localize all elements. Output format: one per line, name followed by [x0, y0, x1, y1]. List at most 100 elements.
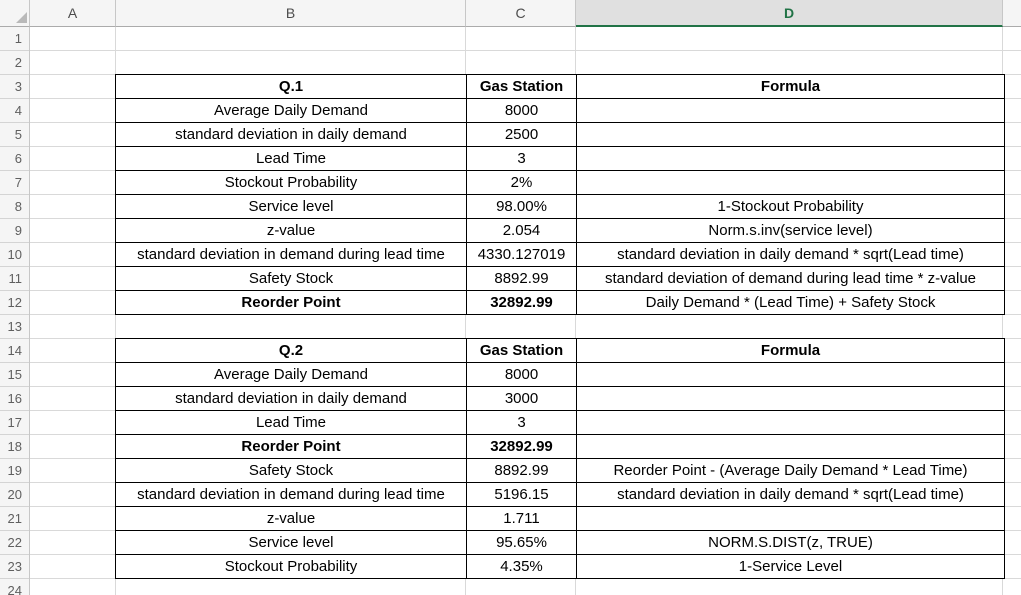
cell-q2-title[interactable]: Q.2 — [115, 338, 467, 363]
cell-value[interactable]: 4.35% — [466, 554, 577, 579]
cell-formula[interactable] — [576, 506, 1005, 531]
table-row: Lead Time 3 — [115, 410, 1005, 435]
row-header-3[interactable]: 3 — [0, 75, 29, 99]
column-header-bar: A B C D — [0, 0, 1021, 27]
column-header-e-partial[interactable] — [1003, 0, 1021, 27]
column-header-b[interactable]: B — [116, 0, 466, 27]
cell-formula[interactable] — [576, 98, 1005, 123]
row-header-21[interactable]: 21 — [0, 507, 29, 531]
cell-formula[interactable]: Daily Demand * (Lead Time) + Safety Stoc… — [576, 290, 1005, 315]
cell-value[interactable]: 1.711 — [466, 506, 577, 531]
cell-formula[interactable]: standard deviation in daily demand * sqr… — [576, 242, 1005, 267]
cell-label[interactable]: standard deviation in daily demand — [115, 386, 467, 411]
cell-q2-formula-header[interactable]: Formula — [576, 338, 1005, 363]
cell-value[interactable]: 3 — [466, 410, 577, 435]
cell-formula[interactable]: standard deviation in daily demand * sqr… — [576, 482, 1005, 507]
row-header-4[interactable]: 4 — [0, 99, 29, 123]
cell-value[interactable]: 95.65% — [466, 530, 577, 555]
row-header-20[interactable]: 20 — [0, 483, 29, 507]
column-header-c[interactable]: C — [466, 0, 576, 27]
cell-value[interactable]: 4330.127019 — [466, 242, 577, 267]
row-header-13[interactable]: 13 — [0, 315, 29, 339]
table-row: Safety Stock 8892.99 standard deviation … — [115, 266, 1005, 291]
cell-formula[interactable] — [576, 434, 1005, 459]
row-header-5[interactable]: 5 — [0, 123, 29, 147]
cell-formula[interactable]: 1-Service Level — [576, 554, 1005, 579]
table-row: Lead Time 3 — [115, 146, 1005, 171]
cell-label[interactable]: standard deviation in demand during lead… — [115, 242, 467, 267]
cell-formula[interactable] — [576, 362, 1005, 387]
cell-formula[interactable]: NORM.S.DIST(z, TRUE) — [576, 530, 1005, 555]
column-header-a[interactable]: A — [30, 0, 116, 27]
cell-label[interactable]: Average Daily Demand — [115, 362, 467, 387]
q2-table: Q.2 Gas Station Formula Average Daily De… — [115, 338, 1005, 579]
cell-label[interactable]: z-value — [115, 506, 467, 531]
row-header-23[interactable]: 23 — [0, 555, 29, 579]
cell-label[interactable]: Reorder Point — [115, 434, 467, 459]
row-header-16[interactable]: 16 — [0, 387, 29, 411]
cell-label[interactable]: standard deviation in demand during lead… — [115, 482, 467, 507]
row-header-24[interactable]: 24 — [0, 579, 29, 595]
row-header-1[interactable]: 1 — [0, 27, 29, 51]
table-row: z-value 2.054 Norm.s.inv(service level) — [115, 218, 1005, 243]
cell-q1-title[interactable]: Q.1 — [115, 74, 467, 99]
row-header-12[interactable]: 12 — [0, 291, 29, 315]
cell-label[interactable]: Safety Stock — [115, 458, 467, 483]
cell-label[interactable]: Average Daily Demand — [115, 98, 467, 123]
select-all-button[interactable] — [0, 0, 30, 27]
cell-value[interactable]: 2500 — [466, 122, 577, 147]
cell-value[interactable]: 32892.99 — [466, 290, 577, 315]
row-header-6[interactable]: 6 — [0, 147, 29, 171]
cell-label[interactable]: Lead Time — [115, 410, 467, 435]
cell-formula[interactable] — [576, 410, 1005, 435]
row-header-17[interactable]: 17 — [0, 411, 29, 435]
row-header-7[interactable]: 7 — [0, 171, 29, 195]
row-header-8[interactable]: 8 — [0, 195, 29, 219]
table-row: Average Daily Demand 8000 — [115, 98, 1005, 123]
cell-value[interactable]: 8000 — [466, 362, 577, 387]
cell-value[interactable]: 32892.99 — [466, 434, 577, 459]
cell-label[interactable]: Service level — [115, 530, 467, 555]
cell-label[interactable]: Lead Time — [115, 146, 467, 171]
cell-formula[interactable]: standard deviation of demand during lead… — [576, 266, 1005, 291]
cell-label[interactable]: z-value — [115, 218, 467, 243]
cell-value[interactable]: 5196.15 — [466, 482, 577, 507]
table-row: Service level 95.65% NORM.S.DIST(z, TRUE… — [115, 530, 1005, 555]
row-header-18[interactable]: 18 — [0, 435, 29, 459]
cell-q1-station-header[interactable]: Gas Station — [466, 74, 577, 99]
cell-value[interactable]: 2% — [466, 170, 577, 195]
row-header-10[interactable]: 10 — [0, 243, 29, 267]
row-header-15[interactable]: 15 — [0, 363, 29, 387]
row-header-11[interactable]: 11 — [0, 267, 29, 291]
cell-formula[interactable] — [576, 170, 1005, 195]
cell-label[interactable]: Service level — [115, 194, 467, 219]
cell-formula[interactable] — [576, 122, 1005, 147]
cell-label[interactable]: Reorder Point — [115, 290, 467, 315]
row-header-19[interactable]: 19 — [0, 459, 29, 483]
cell-value[interactable]: 8000 — [466, 98, 577, 123]
cell-formula[interactable]: Reorder Point - (Average Daily Demand * … — [576, 458, 1005, 483]
cell-value[interactable]: 2.054 — [466, 218, 577, 243]
cell-q1-formula-header[interactable]: Formula — [576, 74, 1005, 99]
cell-label[interactable]: Safety Stock — [115, 266, 467, 291]
column-header-d-selected[interactable]: D — [576, 0, 1003, 27]
cell-formula[interactable] — [576, 146, 1005, 171]
cell-value[interactable]: 8892.99 — [466, 458, 577, 483]
cell-label[interactable]: standard deviation in daily demand — [115, 122, 467, 147]
cell-q2-station-header[interactable]: Gas Station — [466, 338, 577, 363]
cell-formula[interactable]: Norm.s.inv(service level) — [576, 218, 1005, 243]
cell-formula[interactable] — [576, 386, 1005, 411]
cell-value[interactable]: 8892.99 — [466, 266, 577, 291]
cell-value[interactable]: 3000 — [466, 386, 577, 411]
cell-formula[interactable]: 1-Stockout Probability — [576, 194, 1005, 219]
cell-value[interactable]: 98.00% — [466, 194, 577, 219]
row-header-9[interactable]: 9 — [0, 219, 29, 243]
table-row: Q.2 Gas Station Formula — [115, 338, 1005, 363]
row-header-14[interactable]: 14 — [0, 339, 29, 363]
row-header-2[interactable]: 2 — [0, 51, 29, 75]
cell-value[interactable]: 3 — [466, 146, 577, 171]
cell-label[interactable]: Stockout Probability — [115, 170, 467, 195]
cell-label[interactable]: Stockout Probability — [115, 554, 467, 579]
row-header-22[interactable]: 22 — [0, 531, 29, 555]
